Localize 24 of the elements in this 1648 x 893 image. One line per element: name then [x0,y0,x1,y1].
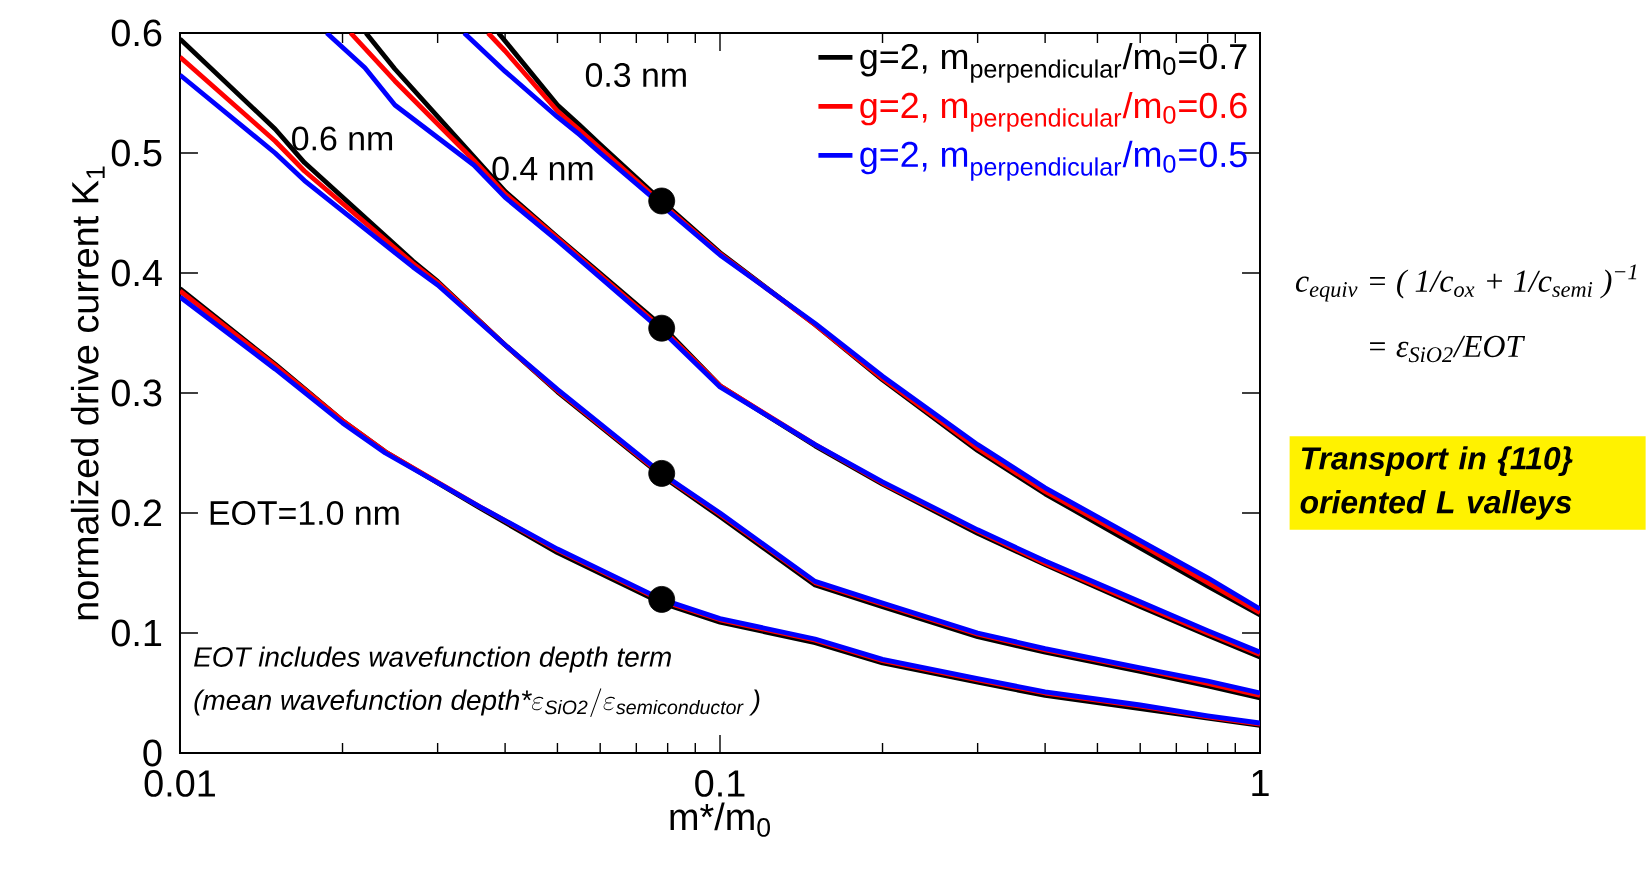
x-axis-title: m*/m$_{0}$ [670,802,770,837]
y-tick-label: 0.3 [111,379,162,407]
annotation: 0.6 nm [292,126,393,151]
text: c$_{equiv}$ = ( 1/c$_{ox}$ + 1/c$_{semi}$ )$^{−1}$ [1295,264,1637,302]
y-tick-label: 0.1 [111,619,162,647]
annotation: 0.3 nm [585,63,686,87]
annotation: 0.4 nm [492,156,593,181]
annotation: EOT=1.0 nm [210,501,399,525]
legend-label: $\text{g=2, m}_{\text{perpendicular}}\text{/m}_{\text{0}}\text{=0.6}$ [860,91,1247,132]
x-tick-label: 0.01 [144,770,215,797]
y-tick-label: 0.4 [111,259,162,287]
annotation: $\text{(mean wavefunction depth*}\varepsilon_{\text{SiO2}}/\varepsilon_{\text{semiconductor}}\text{ )}$ [194,688,760,717]
text: Transport in {110} oriented L valleys [1300,446,1573,520]
y-tick-label: 0 [143,739,162,767]
x-tick-label: 1 [1252,770,1269,797]
x-tick-label: 0.1 [695,770,745,797]
y-tick-label: 0.2 [111,499,162,527]
y-tick-label: 0.6 [111,19,162,47]
y-tick-label: 0.5 [111,139,162,167]
y-axis-title: normalized drive current K$_{1}$ [70,166,105,620]
annotation: EOT includes wavefunction depth term [194,646,671,673]
legend-label: $\text{g=2, m}_{\text{perpendicular}}\text{/m}_{\text{0}}\text{=0.5}$ [860,140,1247,181]
legend-label: $\text{g=2, m}_{\text{perpendicular}}\text{/m}_{\text{0}}\text{=0.7}$ [860,42,1247,83]
text: = ε$_{SiO2}$/EOT [1370,335,1526,363]
